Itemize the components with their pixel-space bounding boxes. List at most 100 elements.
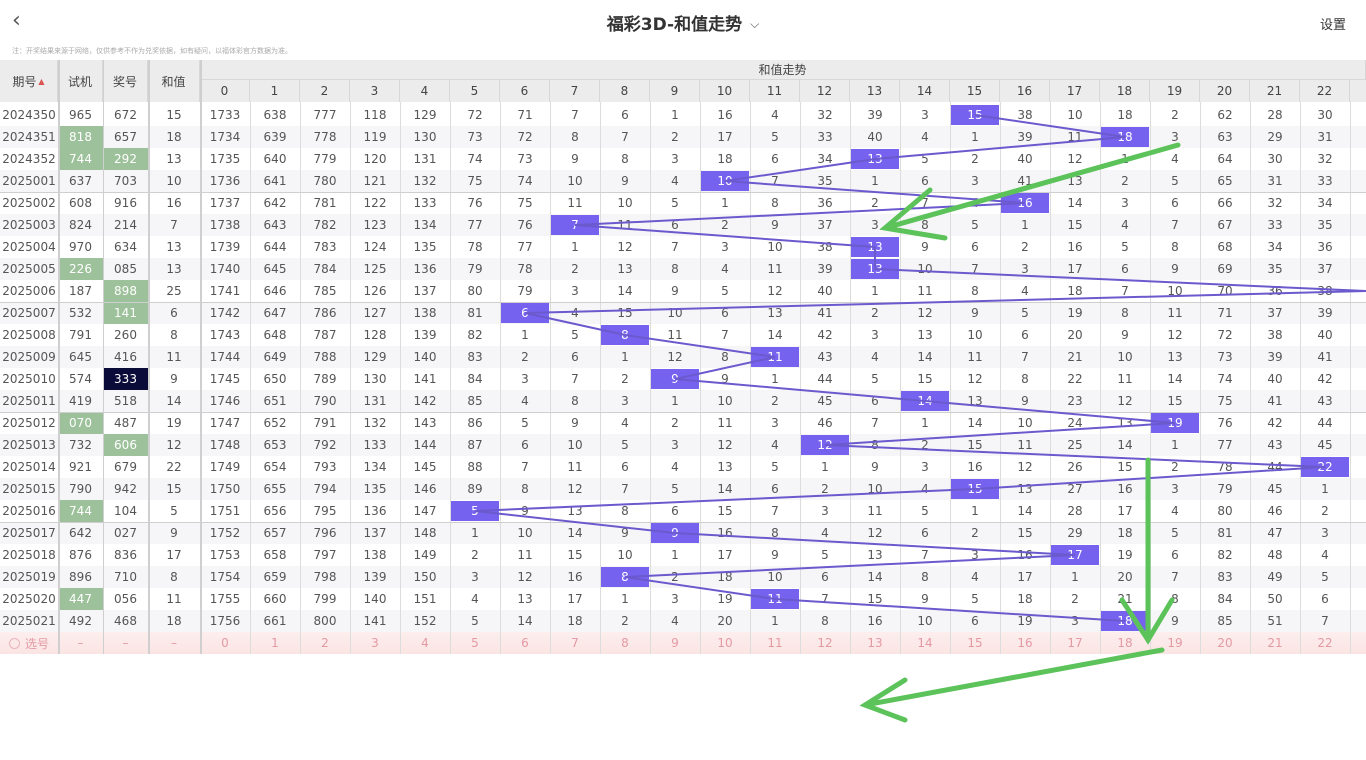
- trend-miss-cell: 4: [671, 174, 679, 188]
- trend-miss-cell: 16: [717, 108, 733, 122]
- pick-number-7[interactable]: 7: [571, 636, 579, 650]
- pick-number-8[interactable]: 8: [621, 636, 629, 650]
- trend-miss-cell: 31: [1267, 174, 1283, 188]
- trend-miss-cell: 4: [471, 592, 479, 606]
- trend-miss-cell: 4: [921, 482, 929, 496]
- trend-miss-cell: 40: [817, 284, 833, 298]
- trial-cell: 790: [69, 482, 92, 496]
- pick-number-11[interactable]: 11: [767, 636, 783, 650]
- trend-miss-cell: 146: [413, 482, 437, 496]
- trend-miss-cell: 10: [917, 614, 933, 628]
- trend-miss-cell: 9: [521, 504, 529, 518]
- pick-number-12[interactable]: 12: [817, 636, 833, 650]
- trend-miss-cell: 73: [517, 152, 533, 166]
- pick-number-22[interactable]: 22: [1317, 636, 1333, 650]
- draw-cell: 085: [114, 262, 137, 276]
- trend-miss-cell: 1753: [209, 548, 241, 562]
- trial-cell: 637: [69, 174, 92, 188]
- pick-number-1[interactable]: 1: [271, 636, 279, 650]
- trend-miss-cell: 6: [1121, 262, 1129, 276]
- trend-hit-cell: 8: [601, 325, 649, 345]
- pick-number-15[interactable]: 15: [967, 636, 983, 650]
- trend-miss-cell: 75: [1217, 394, 1233, 408]
- trend-miss-cell: 43: [1267, 438, 1283, 452]
- pick-number-3[interactable]: 3: [371, 636, 379, 650]
- trend-miss-cell: 39: [867, 108, 883, 122]
- pick-number-16[interactable]: 16: [1017, 636, 1033, 650]
- trend-miss-cell: 17: [717, 130, 733, 144]
- pick-number-14[interactable]: 14: [917, 636, 933, 650]
- trend-header-21: 21: [1250, 80, 1300, 102]
- trend-miss-cell: 34: [817, 152, 833, 166]
- trend-miss-cell: 79: [1217, 482, 1233, 496]
- trial-cell: 645: [69, 350, 92, 364]
- trial-cell: 608: [69, 196, 92, 210]
- trend-miss-cell: 73: [1217, 350, 1233, 364]
- pick-number-6[interactable]: 6: [521, 636, 529, 650]
- back-chevron-icon[interactable]: ‹: [12, 8, 21, 33]
- column-divider: [103, 60, 104, 654]
- pick-number-17[interactable]: 17: [1067, 636, 1083, 650]
- trend-miss-cell: 48: [1267, 548, 1283, 562]
- page-title[interactable]: 福彩3D-和值走势 ⌵: [0, 10, 1366, 35]
- trend-miss-cell: 77: [517, 240, 533, 254]
- trend-miss-cell: 76: [1217, 416, 1233, 430]
- radio-icon[interactable]: [8, 637, 20, 649]
- trend-miss-cell: 38: [1017, 108, 1033, 122]
- period-label: 期号: [12, 74, 37, 89]
- period-cell: 2025016: [2, 504, 56, 518]
- trend-miss-cell: 1: [1321, 482, 1329, 496]
- trend-miss-cell: 137: [363, 526, 387, 540]
- trend-miss-cell: 10: [617, 548, 633, 562]
- trend-miss-cell: 150: [413, 570, 437, 584]
- column-divider: [1150, 102, 1151, 654]
- trend-miss-cell: 16: [1067, 240, 1083, 254]
- trend-miss-cell: 7: [921, 196, 929, 210]
- trend-miss-cell: 5: [621, 438, 629, 452]
- draw-cell: 468: [114, 614, 137, 628]
- trend-miss-cell: 800: [313, 614, 337, 628]
- trend-miss-cell: 13: [1117, 416, 1133, 430]
- settings-button[interactable]: 设置: [1319, 18, 1346, 33]
- column-divider: [200, 60, 202, 654]
- trend-miss-cell: 785: [313, 284, 337, 298]
- trend-miss-cell: 7: [1021, 350, 1029, 364]
- trend-miss-cell: 77: [467, 218, 483, 232]
- pick-number-20[interactable]: 20: [1217, 636, 1233, 650]
- trend-miss-cell: 19: [717, 592, 733, 606]
- trend-miss-cell: 5: [971, 218, 979, 232]
- trial-cell: 818: [58, 126, 103, 148]
- sum-cell: 13: [166, 240, 182, 254]
- trend-miss-cell: 2: [971, 526, 979, 540]
- pick-number-19[interactable]: 19: [1167, 636, 1183, 650]
- pick-number-4[interactable]: 4: [421, 636, 429, 650]
- trend-hit-cell: 15: [951, 105, 999, 125]
- pick-number-18[interactable]: 18: [1117, 636, 1133, 650]
- column-header-period[interactable]: 期号 ▲: [0, 60, 58, 102]
- trend-miss-cell: 658: [263, 548, 287, 562]
- draw-cell: 634: [114, 240, 137, 254]
- pick-number-0[interactable]: 0: [221, 636, 229, 650]
- sum-cell: 15: [166, 108, 182, 122]
- pick-number-5[interactable]: 5: [471, 636, 479, 650]
- trend-miss-cell: 2: [821, 482, 829, 496]
- sort-asc-icon[interactable]: ▲: [38, 76, 45, 86]
- trend-miss-cell: 15: [917, 372, 933, 386]
- trend-miss-cell: 2: [871, 196, 879, 210]
- pick-number-10[interactable]: 10: [717, 636, 733, 650]
- trend-header-0: 0: [200, 80, 250, 102]
- pick-number-2[interactable]: 2: [321, 636, 329, 650]
- period-cell: 2025019: [2, 570, 56, 584]
- sum-cell: 12: [166, 438, 182, 452]
- period-cell: 2025005: [2, 262, 56, 276]
- column-divider: [1250, 102, 1251, 654]
- pick-number-21[interactable]: 21: [1267, 636, 1283, 650]
- trend-miss-cell: 4: [1121, 218, 1129, 232]
- chevron-down-icon[interactable]: ⌵: [750, 17, 760, 31]
- column-divider: [1050, 102, 1051, 654]
- pick-number-9[interactable]: 9: [671, 636, 679, 650]
- pick-number-13[interactable]: 13: [867, 636, 883, 650]
- draw-cell: 487: [114, 416, 137, 430]
- trend-miss-cell: 3: [871, 328, 879, 342]
- trend-miss-cell: 9: [1121, 328, 1129, 342]
